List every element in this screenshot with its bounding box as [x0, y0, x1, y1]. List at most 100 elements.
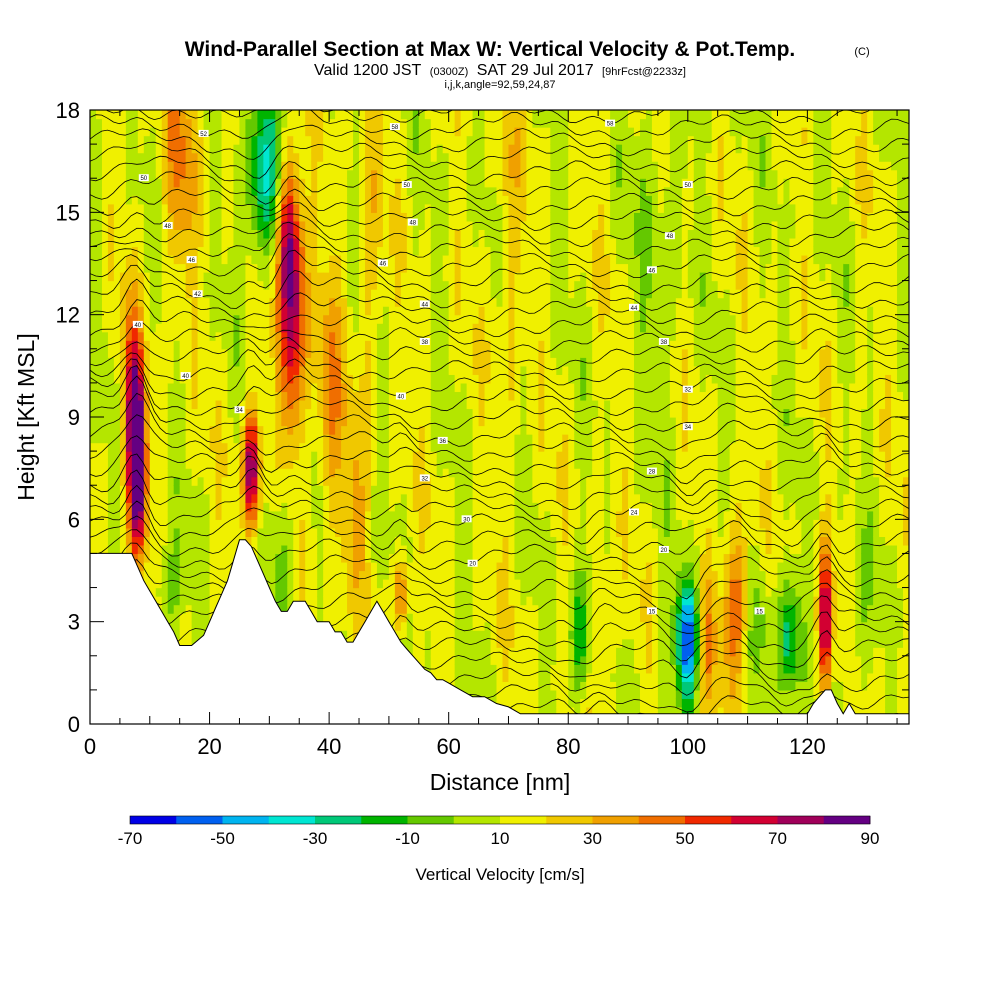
velocity-cell	[394, 570, 402, 580]
velocity-cell	[257, 152, 264, 162]
velocity-cell	[167, 306, 175, 316]
velocity-cell	[221, 169, 229, 179]
velocity-cell	[191, 169, 199, 179]
velocity-cell	[185, 135, 193, 145]
velocity-cell	[502, 613, 510, 623]
velocity-cell	[502, 672, 510, 682]
velocity-cell	[101, 510, 109, 520]
velocity-cell	[436, 323, 444, 333]
velocity-cell	[95, 519, 103, 529]
velocity-cell	[460, 110, 468, 120]
velocity-cell	[323, 468, 330, 478]
velocity-cell	[394, 110, 402, 120]
velocity-cell	[257, 510, 264, 520]
velocity-cell	[478, 382, 486, 393]
velocity-cell	[101, 195, 109, 205]
velocity-cell	[191, 212, 199, 222]
velocity-cell	[478, 186, 486, 196]
velocity-cell	[412, 237, 420, 248]
velocity-cell	[125, 493, 133, 503]
velocity-cell	[239, 382, 247, 393]
velocity-cell	[478, 544, 486, 555]
velocity-cell	[323, 357, 330, 367]
velocity-cell	[257, 237, 264, 248]
velocity-cell	[454, 544, 462, 555]
velocity-cell	[221, 485, 229, 495]
velocity-cell	[454, 348, 462, 358]
velocity-cell	[335, 544, 342, 555]
velocity-cell	[113, 229, 121, 239]
velocity-cell	[317, 237, 324, 248]
velocity-cell	[90, 468, 97, 478]
velocity-cell	[269, 459, 276, 469]
velocity-cell	[406, 374, 414, 384]
velocity-cell	[448, 544, 456, 555]
velocity-cell	[490, 459, 498, 469]
velocity-cell	[496, 689, 504, 700]
velocity-cell	[143, 178, 151, 188]
velocity-cell	[90, 519, 97, 529]
velocity-cell	[484, 425, 492, 435]
velocity-cell	[490, 340, 498, 350]
velocity-cell	[472, 613, 480, 623]
velocity-cell	[376, 246, 384, 256]
velocity-cell	[131, 144, 139, 154]
velocity-cell	[155, 596, 163, 606]
velocity-cell	[95, 527, 103, 537]
velocity-cell	[478, 135, 486, 145]
velocity-cell	[161, 544, 169, 555]
velocity-cell	[370, 596, 378, 606]
velocity-cell	[484, 314, 492, 324]
velocity-cell	[400, 476, 408, 486]
velocity-cell	[448, 510, 456, 520]
velocity-cell	[347, 391, 354, 401]
velocity-cell	[90, 272, 97, 282]
velocity-cell	[299, 314, 306, 324]
velocity-cell	[341, 459, 348, 469]
velocity-cell	[376, 127, 384, 137]
velocity-cell	[347, 613, 354, 623]
velocity-cell	[496, 212, 504, 222]
velocity-cell	[173, 212, 181, 222]
velocity-cell	[287, 297, 294, 307]
velocity-cell	[251, 297, 258, 307]
velocity-cell	[179, 570, 187, 580]
velocity-cell	[502, 681, 510, 691]
velocity-cell	[113, 144, 121, 154]
velocity-cell	[430, 468, 438, 478]
velocity-cell	[305, 237, 312, 248]
velocity-cell	[311, 536, 318, 546]
velocity-cell	[323, 536, 330, 546]
velocity-cell	[484, 263, 492, 273]
velocity-cell	[179, 272, 187, 282]
velocity-cell	[323, 212, 330, 222]
velocity-cell	[125, 272, 133, 282]
velocity-cell	[353, 135, 360, 145]
velocity-cell	[460, 382, 468, 393]
velocity-cell	[215, 110, 223, 120]
velocity-cell	[263, 246, 270, 256]
velocity-cell	[490, 510, 498, 520]
velocity-cell	[329, 161, 336, 171]
velocity-cell	[317, 553, 324, 563]
velocity-cell	[418, 519, 426, 529]
velocity-cell	[155, 127, 163, 137]
velocity-cell	[167, 621, 175, 631]
velocity-cell	[215, 519, 223, 529]
velocity-cell	[412, 519, 420, 529]
velocity-cell	[448, 323, 456, 333]
velocity-cell	[436, 280, 444, 290]
velocity-cell	[484, 135, 492, 145]
velocity-cell	[191, 382, 199, 393]
velocity-cell	[460, 604, 468, 614]
velocity-cell	[478, 237, 486, 248]
velocity-cell	[137, 254, 145, 265]
velocity-cell	[460, 664, 468, 674]
velocity-cell	[436, 655, 444, 665]
velocity-cell	[119, 536, 127, 546]
velocity-cell	[454, 382, 462, 393]
velocity-cell	[388, 604, 396, 614]
velocity-cell	[197, 237, 205, 248]
velocity-cell	[466, 263, 474, 273]
velocity-cell	[269, 399, 276, 410]
